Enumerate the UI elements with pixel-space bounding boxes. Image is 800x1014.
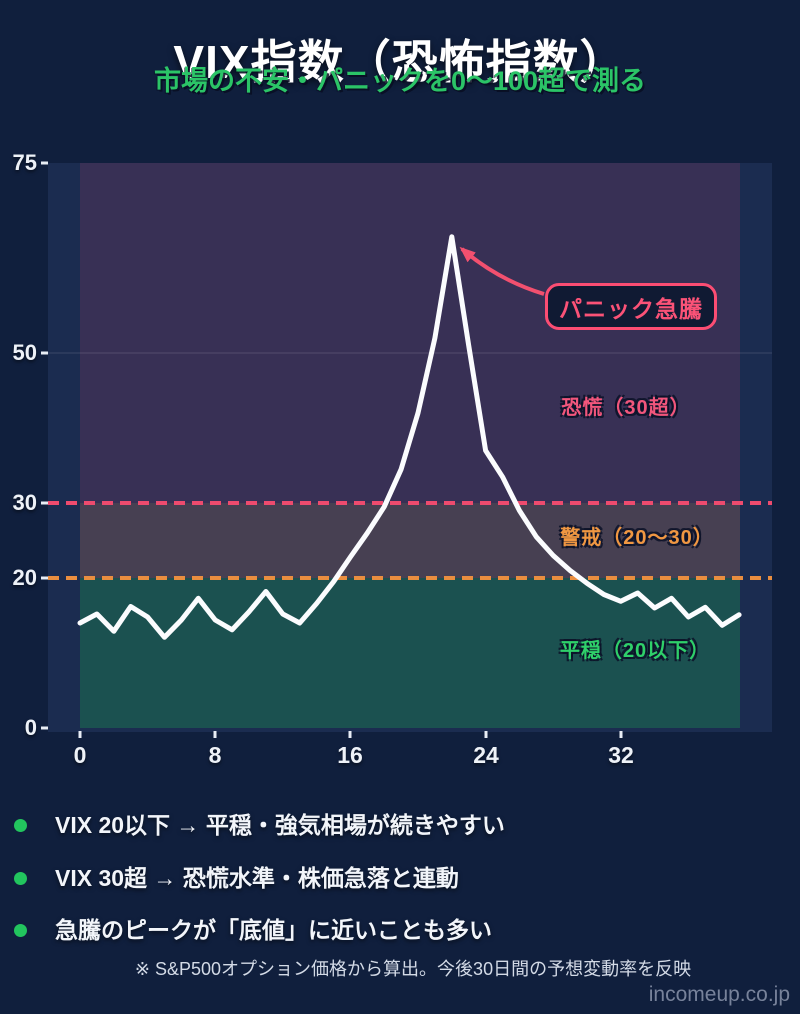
annotation-arrow	[459, 246, 545, 296]
vix-series-line	[77, 234, 742, 640]
bullet-dot-icon	[14, 818, 27, 832]
bullet-text: 急騰のピークが「底値」に近いことも多い	[55, 917, 492, 943]
y-tick-label-20: 20	[12, 565, 37, 590]
page-title: VIX指数（恐怖指数）	[173, 35, 627, 88]
bullet-text: VIX 20以下 → 平穏・強気相場が続きやすい	[55, 812, 505, 838]
zone-label-calm: 平穏（20以下）	[559, 640, 711, 662]
y-tick-label-75: 75	[12, 150, 37, 175]
x-tick-label-0: 0	[73, 742, 87, 768]
zone-label-warning: 警戒（20〜30）	[560, 527, 714, 549]
bullet-item-3: 急騰のピークが「底値」に近いことも多い	[14, 913, 800, 947]
vix-chart: 75 50 30 20 0 0 8 16 24 32 恐慌（30超） 警戒（20…	[0, 140, 800, 780]
zone-warning	[80, 503, 740, 578]
bullet-item-2: VIX 30超 → 恐慌水準・株価急落と連動	[14, 861, 800, 895]
panic-spike-badge: パニック急騰	[545, 283, 717, 330]
x-tick-label-32: 32	[608, 742, 634, 768]
zone-label-panic: 恐慌（30超）	[561, 397, 691, 419]
x-tick-label-16: 16	[337, 742, 363, 768]
zone-panic	[80, 163, 740, 503]
chart-canvas	[41, 161, 772, 738]
y-tick-label-50: 50	[12, 340, 37, 365]
bullet-dot-icon	[14, 923, 27, 937]
bullet-text: VIX 30超 → 恐慌水準・株価急落と連動	[55, 865, 459, 891]
y-tick-label-30: 30	[12, 490, 37, 515]
bullet-dot-icon	[14, 871, 27, 885]
zone-calm	[80, 578, 740, 728]
bullet-item-1: VIX 20以下 → 平穏・強気相場が続きやすい	[14, 808, 800, 842]
y-tick-label-0: 0	[24, 715, 37, 740]
x-tick-label-8: 8	[208, 742, 222, 768]
y-tick-marks	[41, 161, 48, 730]
x-tick-marks	[78, 731, 623, 738]
x-tick-label-24: 24	[473, 742, 499, 768]
site-watermark: incomeup.co.jp	[648, 983, 790, 1006]
page-subtitle: 市場の不安・パニックを0〜100超で測る	[153, 66, 647, 96]
source-footnote: ※ S&P500オプション価格から算出。今後30日間の予想変動率を反映	[134, 959, 692, 979]
